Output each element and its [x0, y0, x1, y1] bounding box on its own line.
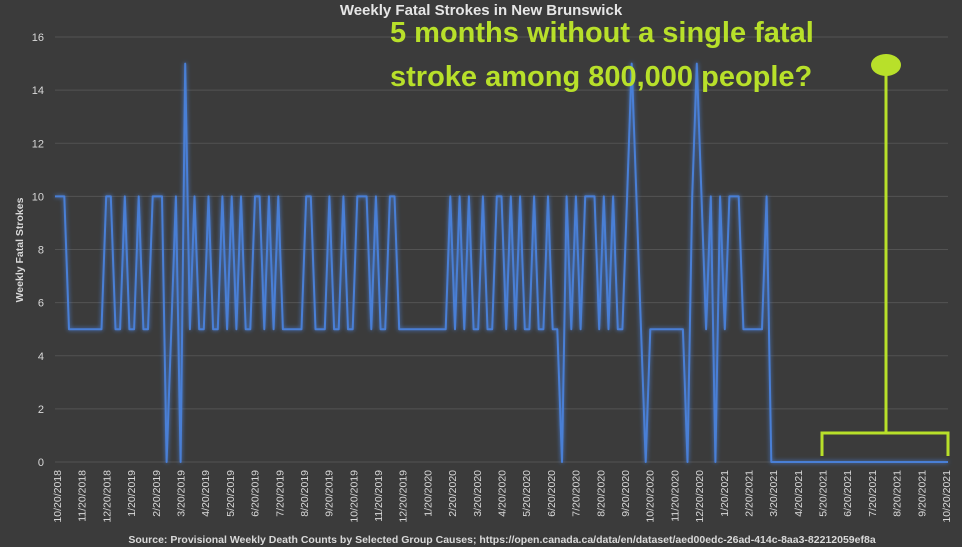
- series-line-0: [55, 62, 948, 463]
- annotation-line-2: stroke among 800,000 people?: [390, 61, 812, 93]
- x-tick-label: 11/20/2018: [77, 470, 89, 522]
- x-tick-label: 12/20/2018: [101, 470, 113, 523]
- annotation-line-1: 5 months without a single fatal: [390, 17, 814, 49]
- series-layer: [55, 62, 948, 463]
- y-tick-label: 12: [32, 138, 44, 150]
- y-axis-label: Weekly Fatal Strokes: [14, 197, 26, 302]
- x-tick-label: 7/20/2021: [867, 470, 879, 517]
- y-tick-label: 6: [38, 298, 44, 310]
- x-tick-label: 6/20/2021: [842, 470, 854, 517]
- annotation: 5 months without a single fatal stroke a…: [390, 17, 950, 456]
- x-tick-label: 1/20/2019: [126, 470, 138, 517]
- x-tick-label: 4/20/2021: [793, 470, 805, 517]
- x-tick-label: 4/20/2019: [200, 470, 212, 517]
- y-tick-label: 8: [38, 245, 44, 257]
- y-tick-label: 2: [38, 404, 44, 416]
- source-note: Source: Provisional Weekly Death Counts …: [128, 534, 876, 546]
- x-tick-label: 8/20/2019: [299, 470, 311, 517]
- x-tick-label: 7/20/2019: [274, 470, 286, 517]
- chart-title: Weekly Fatal Strokes in New Brunswick: [340, 2, 623, 19]
- x-tick-label: 5/20/2021: [818, 470, 830, 517]
- x-tick-label: 9/20/2021: [916, 470, 928, 517]
- x-tick-label: 7/20/2020: [571, 470, 583, 517]
- y-tick-label: 16: [32, 32, 44, 44]
- x-tick-label: 12/20/2019: [398, 470, 410, 523]
- x-tick-label: 5/20/2020: [521, 470, 533, 517]
- y-tick-label: 10: [32, 191, 44, 203]
- x-tick-label: 12/20/2020: [694, 470, 706, 523]
- x-tick-label: 6/20/2019: [250, 470, 262, 517]
- x-tick-label: 11/20/2020: [669, 470, 681, 522]
- x-tick-label: 3/20/2020: [472, 470, 484, 517]
- x-tick-label: 6/20/2020: [546, 470, 558, 517]
- x-tick-label: 5/20/2019: [225, 470, 237, 517]
- x-tick-label: 10/20/2020: [645, 470, 657, 523]
- x-tick-label: 8/20/2021: [892, 470, 904, 517]
- x-tick-label: 9/20/2020: [620, 470, 632, 517]
- y-tick-label: 14: [32, 85, 44, 97]
- x-tick-label: 3/20/2019: [175, 470, 187, 517]
- x-axis-ticks: 10/20/2018 11/20/2018 12/20/2018 1/20/2019 2…: [52, 470, 953, 523]
- y-tick-label: 0: [38, 457, 44, 469]
- y-tick-label: 4: [38, 351, 44, 363]
- x-tick-label: 4/20/2020: [497, 470, 509, 517]
- x-tick-label: 3/20/2021: [768, 470, 780, 517]
- x-tick-label: 1/20/2021: [719, 470, 731, 517]
- x-tick-label: 11/20/2019: [373, 470, 385, 522]
- x-tick-label: 8/20/2020: [595, 470, 607, 517]
- x-tick-label: 2/20/2021: [743, 470, 755, 517]
- annotation-bracket: [820, 431, 950, 456]
- x-tick-label: 10/20/2018: [52, 470, 64, 523]
- y-axis-ticks: 0 2 4 6 8 10 12 14 16: [32, 32, 44, 469]
- x-tick-label: 9/20/2019: [324, 470, 336, 517]
- x-tick-label: 10/20/2019: [348, 470, 360, 523]
- x-tick-label: 1/20/2020: [422, 470, 434, 517]
- x-tick-label: 10/20/2021: [941, 470, 953, 523]
- x-tick-label: 2/20/2020: [447, 470, 459, 517]
- x-tick-label: 2/20/2019: [151, 470, 163, 517]
